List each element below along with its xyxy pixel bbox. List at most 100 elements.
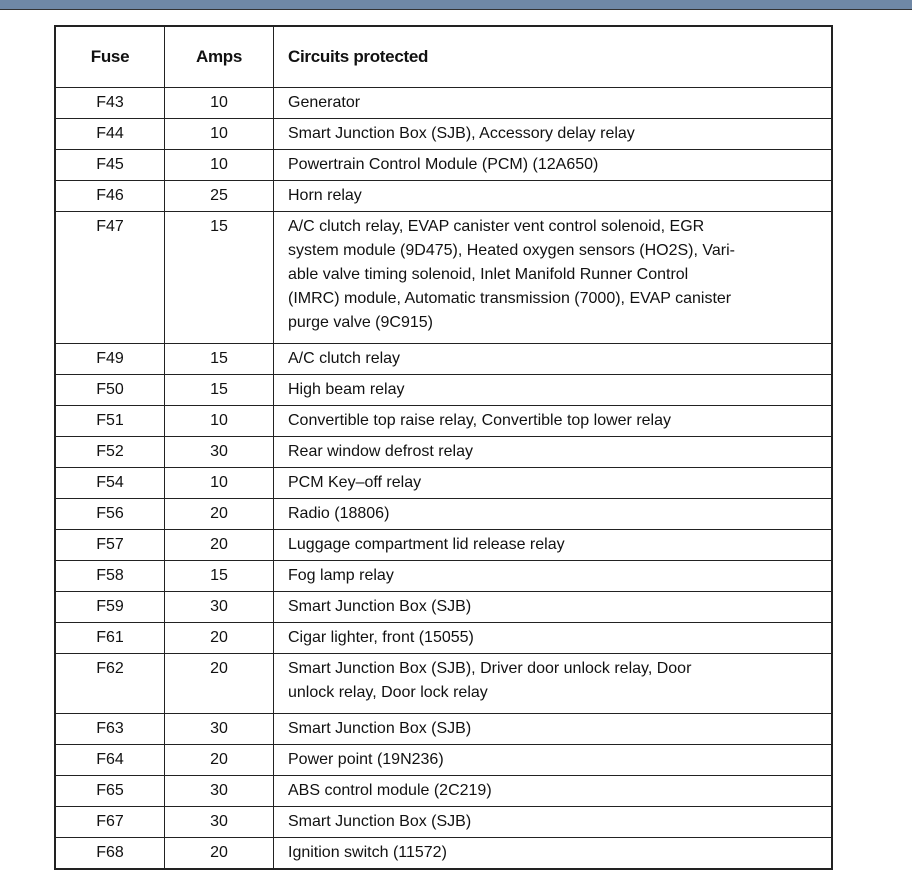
- circuits-cell: Powertrain Control Module (PCM) (12A650): [273, 149, 833, 181]
- fuse-cell: F63: [54, 713, 165, 745]
- amps-cell: 15: [164, 374, 274, 406]
- circuits-cell: ABS control module (2C219): [273, 775, 833, 807]
- circuits-cell: Smart Junction Box (SJB), Accessory dela…: [273, 118, 833, 150]
- amps-cell: 30: [164, 436, 274, 468]
- header-amps: Amps: [164, 25, 274, 88]
- fuse-cell: F44: [54, 118, 165, 150]
- table-row: F47 15 A/C clutch relay, EVAP canister ven…: [54, 211, 833, 344]
- circuits-cell: Ignition switch (11572): [273, 837, 833, 870]
- fuse-table: Fuse Amps Circuits protected F43 10 Genera…: [54, 25, 833, 870]
- table-row: F61 20 Cigar lighter, front (15055): [54, 622, 833, 654]
- table-row: F54 10 PCM Key–off relay: [54, 467, 833, 499]
- amps-cell: 15: [164, 560, 274, 592]
- fuse-cell: F59: [54, 591, 165, 623]
- circuits-cell: Rear window defrost relay: [273, 436, 833, 468]
- table-row: F68 20 Ignition switch (11572): [54, 837, 833, 870]
- fuse-cell: F46: [54, 180, 165, 212]
- circuits-line: unlock relay, Door lock relay: [288, 684, 488, 701]
- table-row: F62 20 Smart Junction Box (SJB), Driver do…: [54, 653, 833, 714]
- amps-cell: 30: [164, 591, 274, 623]
- circuits-cell: Smart Junction Box (SJB): [273, 806, 833, 838]
- circuits-line: Fog lamp relay: [288, 567, 394, 584]
- amps-cell: 10: [164, 405, 274, 437]
- circuits-line: PCM Key–off relay: [288, 474, 422, 491]
- circuits-line: Rear window defrost relay: [288, 443, 473, 460]
- circuits-line: Smart Junction Box (SJB): [288, 598, 472, 615]
- table-row: F64 20 Power point (19N236): [54, 744, 833, 776]
- amps-cell: 30: [164, 713, 274, 745]
- fuse-cell: F43: [54, 87, 165, 119]
- circuits-line: A/C clutch relay: [288, 350, 401, 367]
- amps-cell: 20: [164, 744, 274, 776]
- fuse-cell: F64: [54, 744, 165, 776]
- fuse-cell: F51: [54, 405, 165, 437]
- table-row: F63 30 Smart Junction Box (SJB): [54, 713, 833, 745]
- circuits-line: Horn relay: [288, 187, 362, 204]
- header-fuse: Fuse: [54, 25, 165, 88]
- circuits-cell: Power point (19N236): [273, 744, 833, 776]
- circuits-line: Radio (18806): [288, 505, 390, 522]
- circuits-cell: A/C clutch relay, EVAP canister vent con…: [273, 211, 833, 344]
- circuits-line: Cigar lighter, front (15055): [288, 629, 474, 646]
- circuits-cell: Generator: [273, 87, 833, 119]
- circuits-line: system module (9D475), Heated oxygen sen…: [288, 242, 735, 259]
- circuits-cell: High beam relay: [273, 374, 833, 406]
- circuits-line: Luggage compartment lid release relay: [288, 536, 565, 553]
- circuits-line: Smart Junction Box (SJB), Accessory dela…: [288, 125, 635, 142]
- fuse-cell: F56: [54, 498, 165, 530]
- header-circuits: Circuits protected: [273, 25, 833, 88]
- circuits-cell: Smart Junction Box (SJB), Driver door un…: [273, 653, 833, 714]
- circuits-line: Smart Junction Box (SJB), Driver door un…: [288, 660, 692, 677]
- circuits-cell: Smart Junction Box (SJB): [273, 591, 833, 623]
- circuits-line: Power point (19N236): [288, 751, 444, 768]
- amps-cell: 30: [164, 775, 274, 807]
- table-row: F45 10 Powertrain Control Module (PCM) (12…: [54, 149, 833, 181]
- amps-cell: 20: [164, 837, 274, 870]
- amps-cell: 10: [164, 467, 274, 499]
- table-row: F57 20 Luggage compartment lid release rel…: [54, 529, 833, 561]
- circuits-cell: Convertible top raise relay, Convertible…: [273, 405, 833, 437]
- fuse-cell: F49: [54, 343, 165, 375]
- fuse-cell: F47: [54, 211, 165, 344]
- table-row: F44 10 Smart Junction Box (SJB), Accessory…: [54, 118, 833, 150]
- table-row: F43 10 Generator: [54, 87, 833, 119]
- circuits-line: A/C clutch relay, EVAP canister vent con…: [288, 218, 705, 235]
- circuits-cell: Luggage compartment lid release relay: [273, 529, 833, 561]
- circuits-cell: Cigar lighter, front (15055): [273, 622, 833, 654]
- fuse-cell: F62: [54, 653, 165, 714]
- amps-cell: 10: [164, 118, 274, 150]
- amps-cell: 15: [164, 211, 274, 344]
- circuits-cell: Horn relay: [273, 180, 833, 212]
- circuits-line: Ignition switch (11572): [288, 844, 447, 861]
- fuse-cell: F57: [54, 529, 165, 561]
- table-row: F59 30 Smart Junction Box (SJB): [54, 591, 833, 623]
- circuits-line: Smart Junction Box (SJB): [288, 813, 472, 830]
- table-row: F52 30 Rear window defrost relay: [54, 436, 833, 468]
- fuse-cell: F68: [54, 837, 165, 870]
- fuse-cell: F54: [54, 467, 165, 499]
- circuits-line: purge valve (9C915): [288, 314, 433, 331]
- fuse-cell: F67: [54, 806, 165, 838]
- circuits-line: ABS control module (2C219): [288, 782, 492, 799]
- circuits-cell: Radio (18806): [273, 498, 833, 530]
- amps-cell: 10: [164, 149, 274, 181]
- amps-cell: 20: [164, 622, 274, 654]
- table-row: F51 10 Convertible top raise relay, Conver…: [54, 405, 833, 437]
- amps-cell: 20: [164, 653, 274, 714]
- circuits-line: able valve timing solenoid, Inlet Manifo…: [288, 266, 689, 283]
- circuits-cell: A/C clutch relay: [273, 343, 833, 375]
- amps-cell: 10: [164, 87, 274, 119]
- table-row: F56 20 Radio (18806): [54, 498, 833, 530]
- fuse-cell: F52: [54, 436, 165, 468]
- header-row: Fuse Amps Circuits protected: [54, 25, 833, 88]
- table-row: F65 30 ABS control module (2C219): [54, 775, 833, 807]
- table-row: F58 15 Fog lamp relay: [54, 560, 833, 592]
- fuse-cell: F65: [54, 775, 165, 807]
- circuits-line: Convertible top raise relay, Convertible…: [288, 412, 671, 429]
- circuits-line: High beam relay: [288, 381, 405, 398]
- table-row: F49 15 A/C clutch relay: [54, 343, 833, 375]
- amps-cell: 20: [164, 529, 274, 561]
- amps-cell: 20: [164, 498, 274, 530]
- fuse-cell: F45: [54, 149, 165, 181]
- table-row: F50 15 High beam relay: [54, 374, 833, 406]
